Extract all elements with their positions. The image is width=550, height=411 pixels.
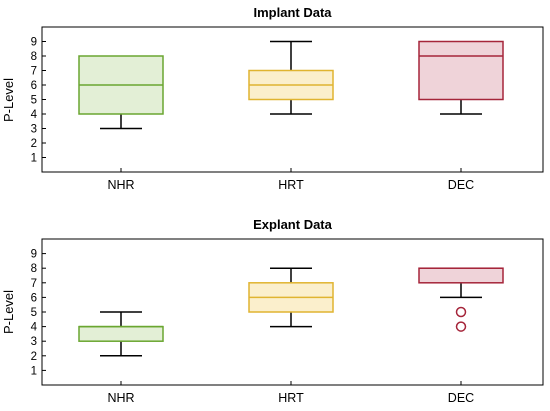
y-tick-label: 4 [31,109,38,121]
y-tick-label: 6 [31,80,37,92]
x-tick-label-hrt: HRT [278,178,304,192]
box-dec [418,40,504,115]
chart-title: Explant Data [253,217,333,232]
box-iqr [418,40,504,101]
y-tick-label: 2 [31,351,37,363]
y-axis-label: P-Level [1,78,16,122]
outlier-point [455,321,467,332]
x-tick-label-dec: DEC [448,178,474,192]
x-tick-label-dec: DEC [448,391,474,405]
chart-panel-2: Explant Data P-Level 1 2 3 4 5 6 7 8 9 NHR HRT DEC [1,217,544,405]
chart-title: Implant Data [253,5,332,20]
y-tick-label: 1 [31,153,37,165]
y-axis-label: P-Level [1,290,16,334]
box-hrt [248,40,334,115]
y-tick-label: 3 [31,124,37,136]
chart-panel-1: Implant Data P-Level 1 2 3 4 5 6 7 8 9 NHR HRT DEC [1,5,544,192]
y-tick-label: 5 [31,95,37,107]
box-iqr [78,325,164,342]
y-tick-label: 7 [31,66,37,78]
box-nhr [78,55,164,130]
y-tick-label: 7 [31,278,37,290]
x-tick-label-hrt: HRT [278,391,304,405]
y-tick-label: 8 [31,263,37,275]
box-hrt [248,267,334,328]
y-tick-label: 5 [31,307,37,319]
y-tick-label: 2 [31,138,37,150]
box-dec [418,267,504,332]
x-tick-label-nhr: NHR [107,391,134,405]
y-tick-label: 9 [31,249,37,261]
y-tick-label: 3 [31,336,37,348]
y-tick-label: 8 [31,51,37,63]
y-tick-label: 1 [31,365,37,377]
y-tick-label: 4 [31,322,38,334]
y-tick-label: 6 [31,292,37,304]
box-iqr [418,267,504,284]
y-tick-label: 9 [31,37,37,49]
x-tick-label-nhr: NHR [107,178,134,192]
box-nhr [78,311,164,357]
outlier-point [455,306,467,318]
